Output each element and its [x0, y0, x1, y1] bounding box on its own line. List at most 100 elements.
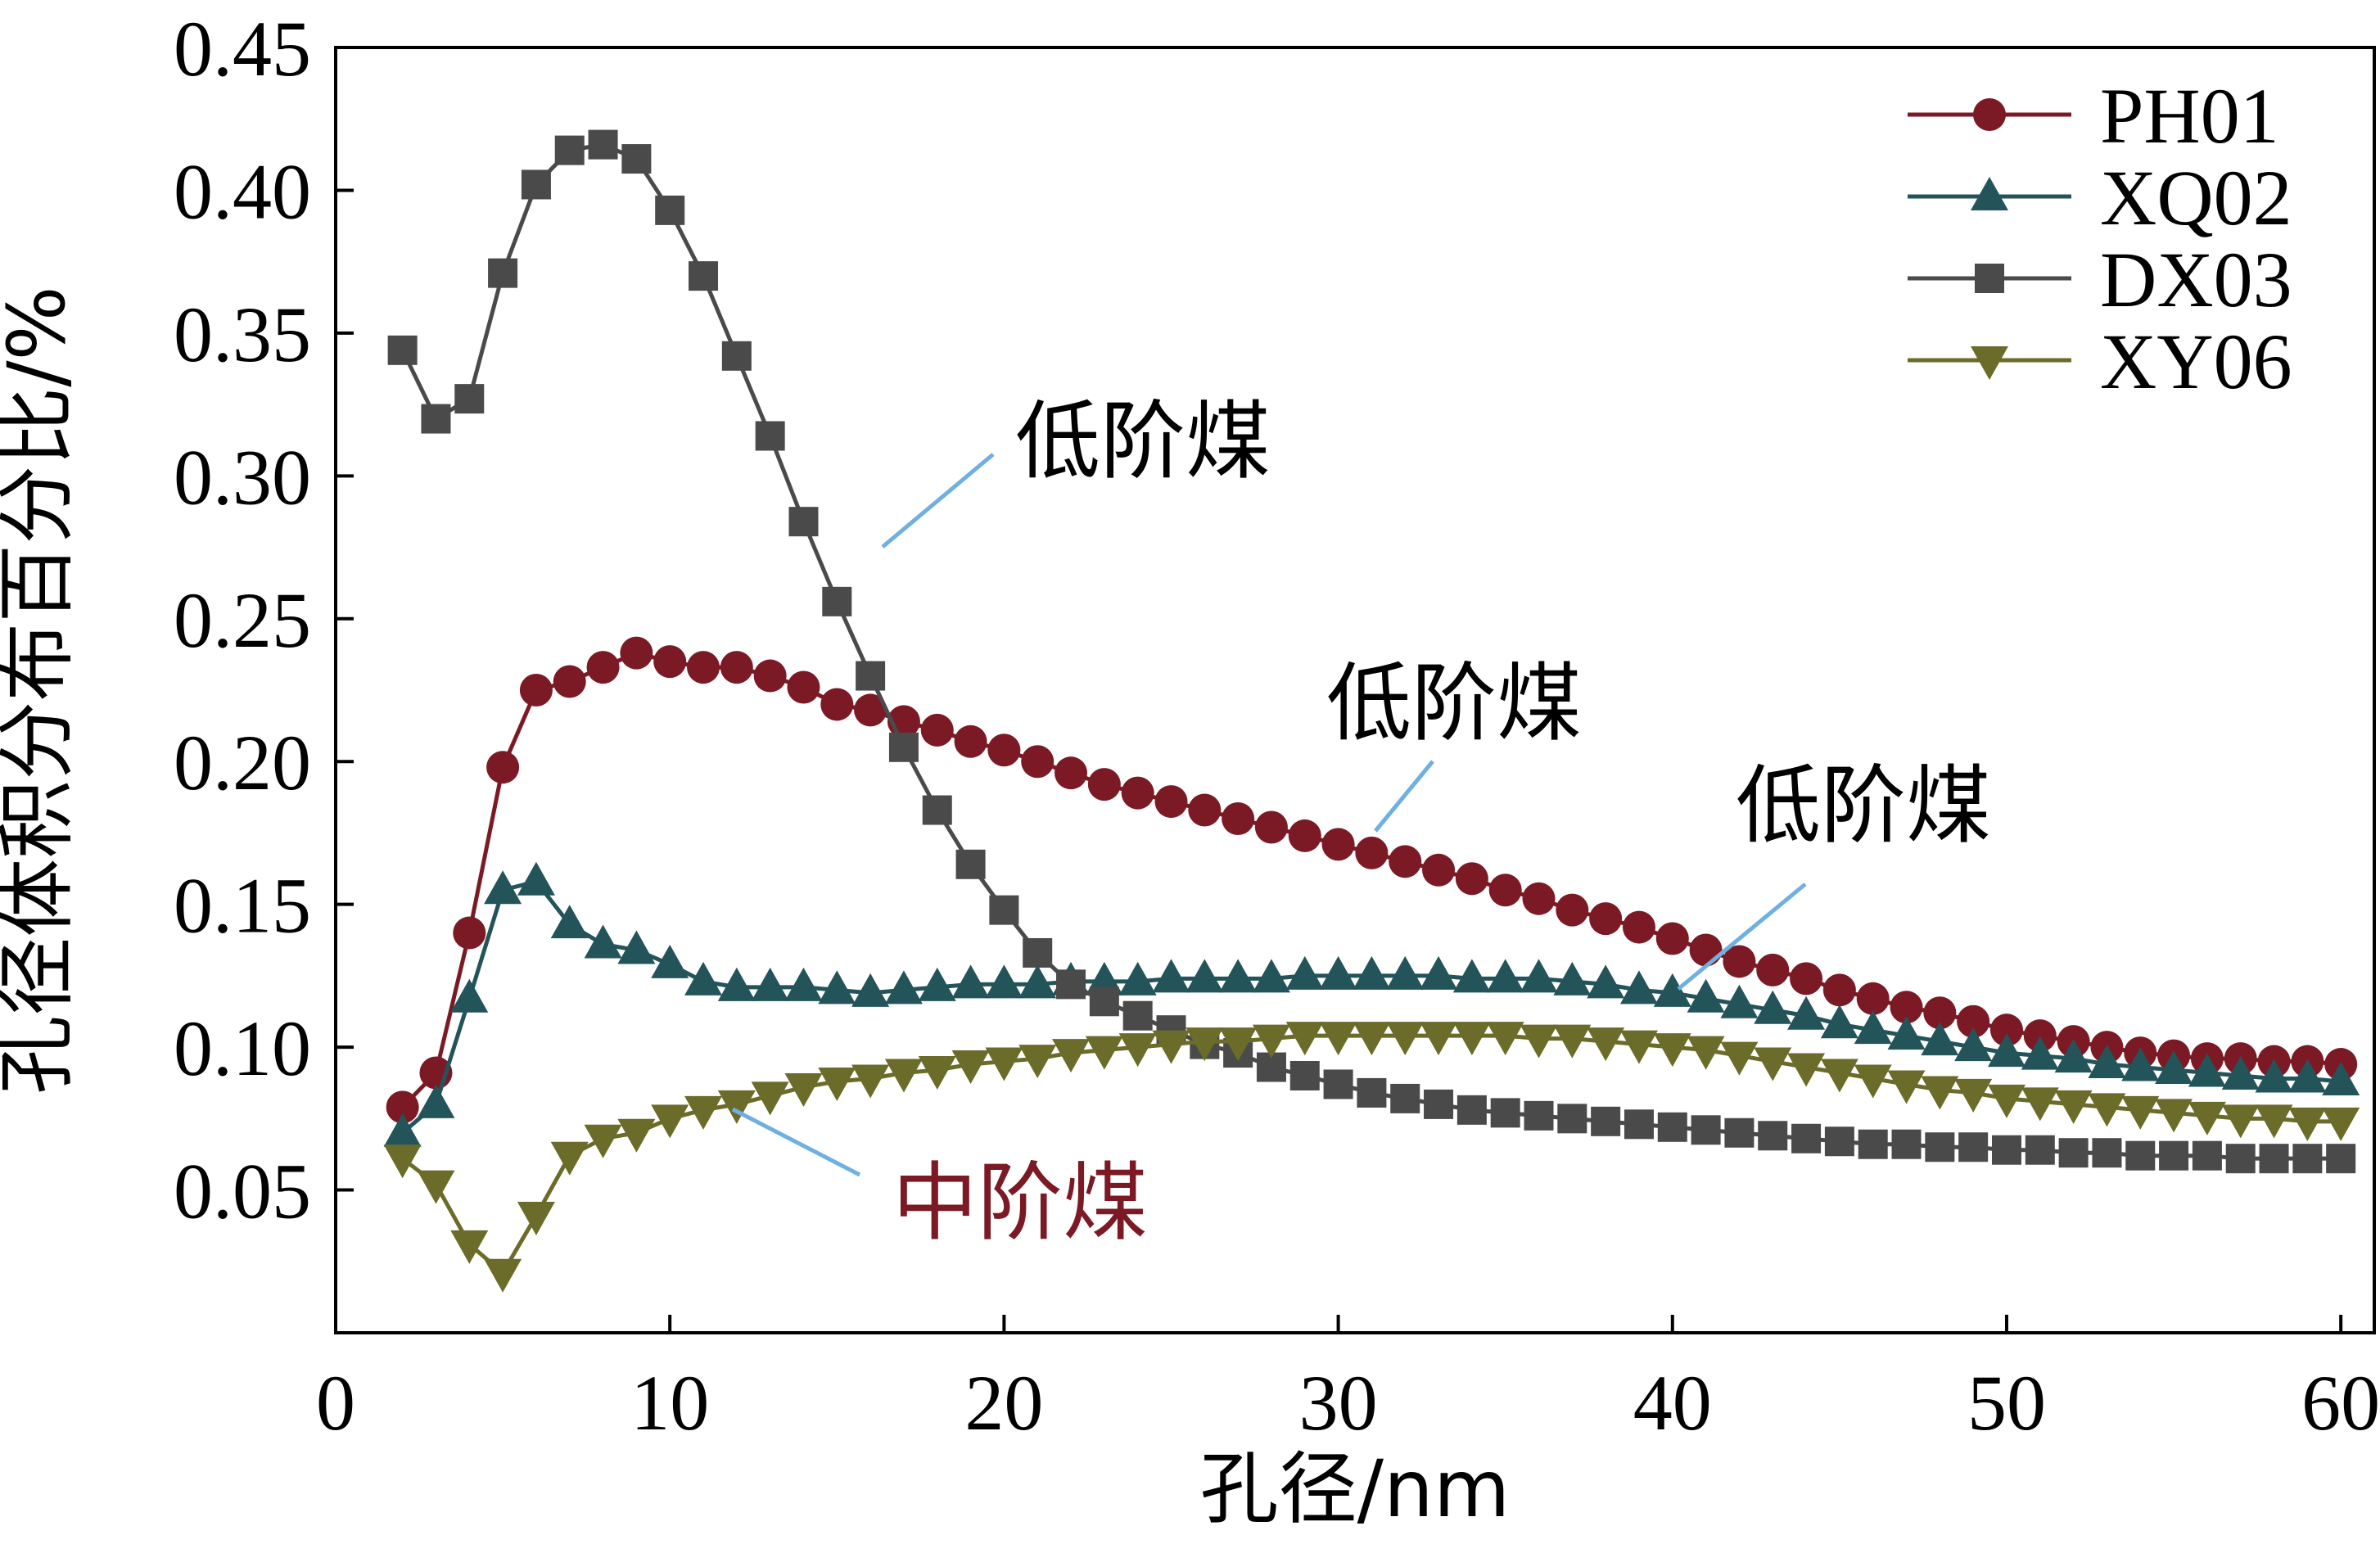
data-point-xq02	[2255, 1059, 2293, 1093]
data-point-xy06	[2221, 1104, 2260, 1139]
data-point-dx03	[1724, 1117, 1755, 1148]
data-point-xy06	[1987, 1084, 2025, 1118]
data-point-ph01	[1655, 922, 1689, 955]
data-point-xq02	[1118, 961, 1157, 995]
data-point-dx03	[721, 341, 752, 371]
data-point-dx03	[788, 507, 819, 537]
data-point-ph01	[486, 751, 520, 784]
data-point-dx03	[888, 732, 919, 762]
data-point-xq02	[1619, 970, 1658, 1005]
data-point-dx03	[1657, 1112, 1687, 1142]
legend-marker-ph01	[1973, 98, 2006, 131]
data-point-dx03	[856, 661, 886, 691]
data-point-xy06	[2121, 1095, 2160, 1130]
data-point-xy06	[1420, 1022, 1458, 1056]
data-point-xq02	[417, 1084, 455, 1118]
data-point-xq02	[484, 870, 522, 905]
data-point-xy06	[2288, 1107, 2327, 1141]
data-point-dx03	[1858, 1129, 1888, 1159]
data-point-dx03	[2058, 1138, 2089, 1168]
data-point-ph01	[954, 725, 987, 758]
data-point-ph01	[1723, 945, 1756, 978]
data-point-dx03	[1456, 1095, 1487, 1125]
data-point-xq02	[2288, 1059, 2327, 1093]
data-point-dx03	[1089, 986, 1119, 1017]
data-point-xy06	[851, 1064, 890, 1099]
legend-entry-ph01: PH01	[1908, 72, 2279, 160]
data-point-xy06	[1386, 1022, 1425, 1056]
data-point-xq02	[2322, 1061, 2360, 1095]
data-point-ph01	[1355, 836, 1389, 869]
data-point-xy06	[2188, 1101, 2226, 1135]
data-point-xq02	[1653, 973, 1691, 1007]
legend-entry-dx03: DX03	[1908, 236, 2292, 323]
y-tick-label: 0.30	[174, 433, 311, 521]
data-point-xy06	[818, 1067, 856, 1101]
legend-entry-xy06: XY06	[1908, 318, 2292, 405]
data-point-xq02	[617, 930, 656, 964]
data-point-dx03	[2125, 1140, 2156, 1171]
data-point-xq02	[818, 970, 856, 1005]
data-point-xq02	[1252, 959, 1290, 993]
y-tick-label: 0.35	[174, 291, 311, 378]
data-point-ph01	[553, 665, 586, 698]
data-point-dx03	[2259, 1144, 2289, 1174]
y-tick-label: 0.45	[174, 5, 311, 93]
data-point-xq02	[1386, 955, 1425, 990]
x-tick-label: 0	[316, 1359, 355, 1447]
data-point-ph01	[1522, 882, 1556, 915]
data-point-ph01	[1455, 862, 1488, 896]
data-point-xy06	[1486, 1022, 1524, 1056]
data-point-xy06	[918, 1056, 956, 1090]
data-point-xq02	[1887, 1016, 1926, 1050]
data-point-ph01	[1689, 933, 1723, 967]
data-point-dx03	[1490, 1098, 1520, 1128]
data-point-dx03	[387, 335, 418, 365]
data-point-ph01	[1154, 785, 1188, 819]
y-tick-label: 0.40	[174, 147, 311, 235]
data-point-xq02	[584, 924, 622, 959]
data-point-dx03	[2159, 1140, 2189, 1171]
x-tick-label: 40	[1633, 1359, 1712, 1447]
data-point-xy06	[2322, 1107, 2360, 1141]
data-point-xq02	[1754, 990, 1792, 1024]
data-point-xq02	[985, 964, 1023, 999]
data-point-ph01	[1756, 953, 1790, 986]
data-point-xy06	[617, 1118, 656, 1153]
data-point-ph01	[1321, 828, 1355, 861]
data-point-dx03	[1323, 1069, 1353, 1099]
data-point-xy06	[383, 1144, 422, 1179]
data-point-ph01	[1957, 1005, 1990, 1038]
data-point-ph01	[987, 734, 1021, 767]
data-point-ph01	[787, 670, 820, 704]
data-point-xy06	[1887, 1070, 1926, 1104]
data-point-xq02	[1787, 995, 1826, 1030]
data-point-dx03	[2326, 1144, 2356, 1174]
data-point-xy06	[517, 1201, 555, 1235]
data-point-ph01	[1556, 893, 1589, 927]
legend-label: XQ02	[2100, 154, 2292, 242]
data-point-xq02	[1720, 984, 1759, 1018]
data-point-xq02	[1152, 959, 1190, 993]
data-point-xq02	[1954, 1027, 1993, 1062]
data-point-xy06	[651, 1104, 689, 1139]
data-point-xq02	[1987, 1033, 2025, 1068]
data-point-xy06	[2155, 1099, 2193, 1133]
legend-label: XY06	[2100, 318, 2292, 405]
y-tick-label: 0.25	[174, 576, 311, 664]
data-point-xy06	[1319, 1022, 1357, 1056]
data-point-dx03	[655, 195, 685, 225]
data-point-xq02	[784, 967, 823, 1001]
data-point-xq02	[1219, 959, 1258, 993]
data-point-xq02	[1185, 959, 1224, 993]
series-layer	[383, 129, 2360, 1293]
data-point-xy06	[450, 1230, 489, 1264]
data-point-xq02	[2054, 1039, 2093, 1073]
data-point-ph01	[1890, 991, 1923, 1024]
data-point-dx03	[1691, 1115, 1721, 1145]
y-axis-title: 孔径体积分布百分比/%	[0, 286, 83, 1095]
data-point-xq02	[684, 961, 723, 995]
data-point-dx03	[2225, 1144, 2256, 1174]
annotation-leader-line	[881, 453, 995, 549]
data-point-dx03	[554, 135, 585, 165]
